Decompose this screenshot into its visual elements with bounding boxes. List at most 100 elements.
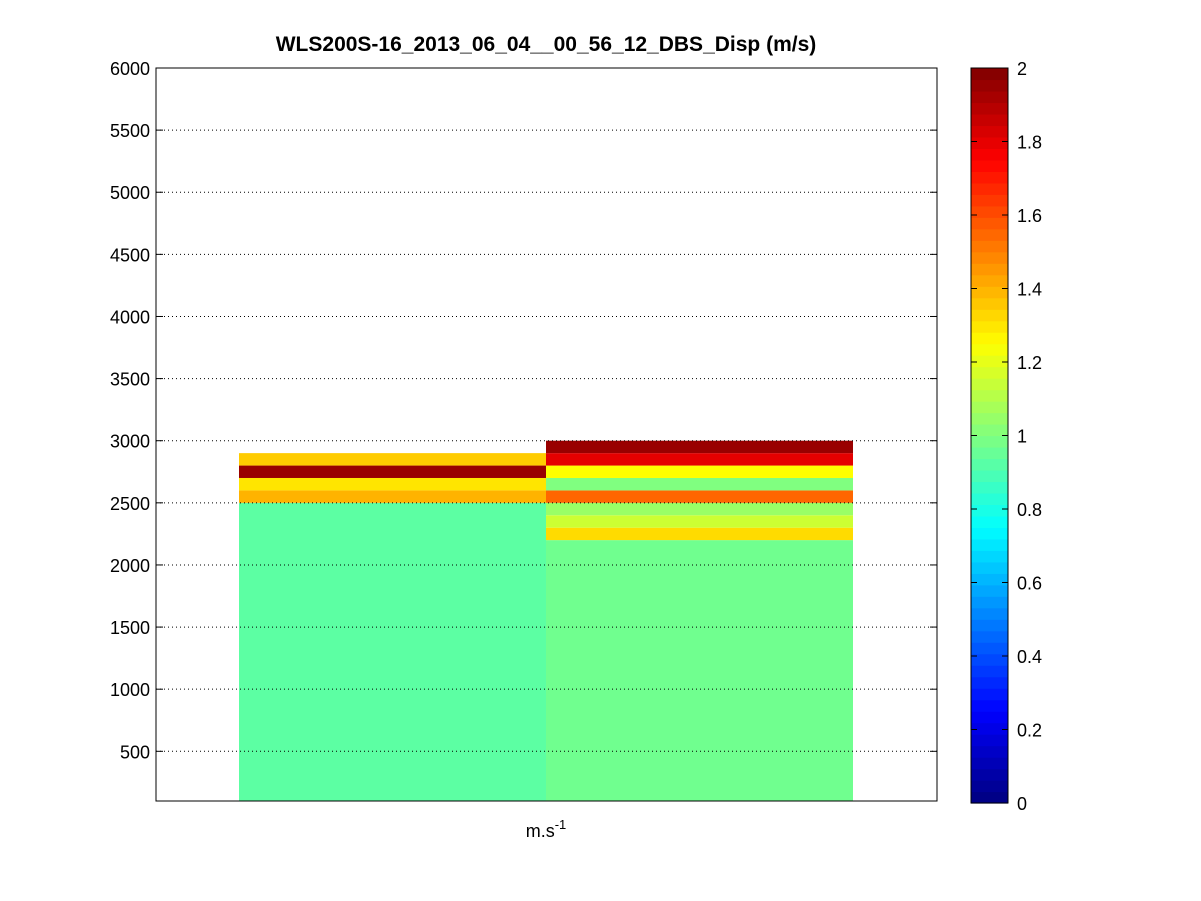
colorbar-swatch — [971, 148, 1008, 161]
y-tick-label: 5500 — [110, 121, 150, 141]
colorbar-swatch — [971, 263, 1008, 276]
heatmap-cell — [546, 465, 853, 478]
colorbar-swatch — [971, 171, 1008, 184]
colorbar-swatch — [971, 492, 1008, 506]
colorbar-swatch — [971, 424, 1008, 437]
colorbar-swatch — [971, 768, 1008, 781]
colorbar-swatch — [971, 481, 1008, 494]
colorbar-swatch — [971, 573, 1008, 586]
colorbar-tick-label: 2 — [1017, 59, 1027, 79]
colorbar-tick-label: 1.2 — [1017, 353, 1042, 373]
colorbar-tick-label: 0.8 — [1017, 500, 1042, 520]
colorbar-swatch — [971, 665, 1008, 678]
colorbar-swatch — [971, 757, 1008, 770]
x-axis-label-base: m.s — [526, 821, 555, 841]
colorbar-swatch — [971, 205, 1008, 218]
colorbar-swatch — [971, 791, 1008, 804]
y-tick-label: 1000 — [110, 680, 150, 700]
y-tick-label: 2000 — [110, 556, 150, 576]
heatmap-cell — [546, 453, 853, 466]
colorbar-swatch — [971, 366, 1008, 379]
colorbar-swatch — [971, 619, 1008, 632]
y-axis-ticks: 500 1000 1500 2000 2500 3000 3500 4000 4500 5000 5… — [110, 59, 937, 762]
y-tick-label: 1500 — [110, 618, 150, 638]
heatmap-cell — [239, 465, 546, 478]
heatmap-cell — [239, 477, 546, 491]
x-axis-label-superscript: -1 — [555, 817, 567, 832]
colorbar-swatch — [971, 102, 1008, 115]
colorbar-swatch — [971, 504, 1008, 517]
colorbar-swatch — [971, 355, 1008, 368]
chart-title: WLS200S-16_2013_06_04__00_56_12_DBS_Disp… — [276, 33, 817, 56]
colorbar-swatch — [971, 688, 1008, 701]
colorbar-swatch — [971, 446, 1008, 460]
colorbar-swatch — [971, 469, 1008, 483]
heatmap-cells — [239, 440, 853, 801]
colorbar-swatch — [971, 228, 1008, 241]
colorbar-swatch — [971, 607, 1008, 620]
colorbar-swatch — [971, 711, 1008, 724]
y-tick-label: 500 — [120, 742, 150, 762]
y-tick-label: 4500 — [110, 245, 150, 265]
colorbar-swatch — [971, 550, 1008, 563]
colorbar-swatch — [971, 90, 1008, 104]
colorbar-tick-label: 1 — [1017, 427, 1027, 447]
y-tick-label: 3500 — [110, 370, 150, 390]
heatmap-cell — [239, 453, 546, 466]
colorbar-swatch — [971, 653, 1008, 666]
colorbar-swatch — [971, 389, 1008, 402]
colorbar-swatch — [971, 630, 1008, 643]
colorbar-swatch — [971, 435, 1008, 448]
heatmap-cell — [546, 540, 853, 801]
colorbar-swatch — [971, 538, 1008, 551]
colorbar-tick-label: 1.8 — [1017, 133, 1042, 153]
y-tick-label: 6000 — [110, 59, 150, 79]
x-axis-label: m.s-1 — [526, 817, 567, 841]
colorbar-swatch — [971, 309, 1008, 322]
y-tick-label: 5000 — [110, 183, 150, 203]
heatmap-cell — [546, 490, 853, 503]
colorbar: 0 0.2 0.4 0.6 0.8 1 1.2 1.4 1.6 1.8 2 — [970, 59, 1042, 814]
plot-area: 500 1000 1500 2000 2500 3000 3500 4000 4500 5000 5… — [110, 59, 938, 802]
colorbar-swatch — [971, 515, 1008, 528]
colorbar-swatch — [971, 343, 1008, 356]
heatmap-cell — [546, 502, 853, 516]
colorbar-swatch — [971, 297, 1008, 310]
colorbar-swatch — [971, 745, 1008, 758]
colorbar-swatch — [971, 332, 1008, 345]
colorbar-swatch — [971, 780, 1008, 793]
y-tick-label: 2500 — [110, 494, 150, 514]
colorbar-tick-label: 0.6 — [1017, 574, 1042, 594]
axes-frame — [155, 67, 938, 802]
colorbar-swatch — [971, 412, 1008, 425]
colorbar-swatch — [971, 136, 1008, 149]
colorbar-swatch — [971, 596, 1008, 609]
colorbar-swatch — [971, 642, 1008, 655]
colorbar-swatch — [971, 79, 1008, 92]
colorbar-swatch — [971, 734, 1008, 747]
heatmap-cell — [546, 477, 853, 491]
colorbar-swatch — [971, 722, 1008, 735]
y-tick-label: 3000 — [110, 432, 150, 452]
colorbar-swatch — [971, 699, 1008, 712]
colorbar-swatch — [971, 320, 1008, 333]
colorbar-swatch — [971, 217, 1008, 230]
colorbar-swatch — [971, 561, 1008, 574]
colorbar-swatch — [971, 274, 1008, 287]
heatmap-cell — [239, 490, 546, 503]
colorbar-swatch — [971, 458, 1008, 471]
colorbar-swatch — [971, 401, 1008, 414]
heatmap-cell — [546, 515, 853, 528]
colorbar-tick-label: 0.2 — [1017, 721, 1042, 741]
heatmap-cell — [546, 527, 853, 541]
colorbar-swatch — [971, 584, 1008, 597]
colorbar-swatch — [971, 113, 1008, 127]
colorbar-swatch — [971, 676, 1008, 689]
colorbar-tick-label: 1.6 — [1017, 206, 1042, 226]
colorbar-tick-label: 0.4 — [1017, 647, 1042, 667]
colorbar-swatch — [971, 68, 1008, 81]
colorbar-swatch — [971, 251, 1008, 264]
colorbar-tick-label: 0 — [1017, 794, 1027, 814]
colorbar-swatch — [971, 378, 1008, 391]
